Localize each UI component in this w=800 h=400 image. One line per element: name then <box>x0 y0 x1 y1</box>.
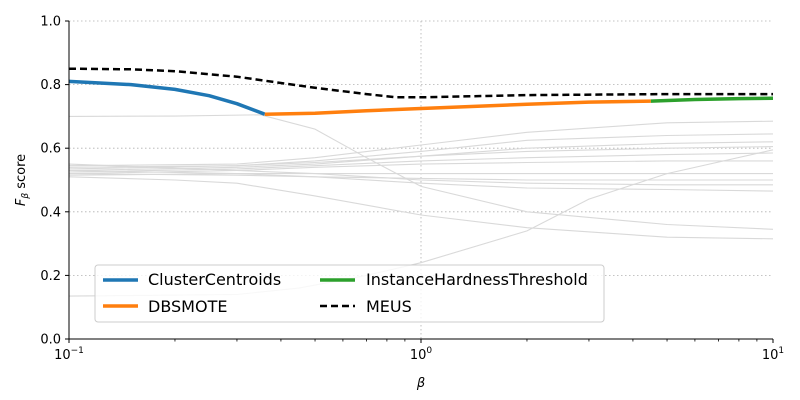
y-axis-label-main: F <box>14 198 29 206</box>
background-series-line-11 <box>68 146 774 168</box>
y-axis-label: Fβ score <box>14 154 31 206</box>
tick-labels: 0.0 0.2 0.4 0.6 0.8 1.0 10−1 100 101 <box>40 15 784 364</box>
background-series-line-5 <box>68 152 774 173</box>
background-series-line-2 <box>68 120 774 167</box>
background-series-line-9 <box>68 169 774 192</box>
y-tick-label: 0.8 <box>40 78 61 93</box>
background-series-group <box>68 114 774 297</box>
background-series-line-8 <box>68 163 773 186</box>
series-line-instancehardnessthreshold <box>650 96 774 103</box>
x-axis-label: β <box>416 376 425 391</box>
x-tick-label: 10−1 <box>54 346 84 363</box>
x-tick-label: 100 <box>410 346 433 363</box>
y-axis-label-suffix: score <box>14 154 29 193</box>
y-tick-label: 0.4 <box>40 205 61 220</box>
y-tick-label: 1.0 <box>40 15 61 30</box>
series-line-clustercentroids <box>68 79 266 116</box>
y-tick-label: 0.6 <box>40 142 61 157</box>
background-series-line-0 <box>68 114 774 230</box>
y-tick-label: 0.2 <box>40 269 61 284</box>
legend: ClusterCentroids DBSMOTE InstanceHardnes… <box>94 264 605 323</box>
background-series-line-10 <box>68 173 773 181</box>
main-series-group <box>68 67 774 116</box>
legend-label-clustercentroids: ClusterCentroids <box>148 270 281 289</box>
legend-box <box>94 264 605 323</box>
axes <box>65 20 774 343</box>
background-series-line-1 <box>68 176 774 240</box>
y-tick-label: 0.0 <box>40 333 61 348</box>
legend-label-meus: MEUS <box>366 297 412 316</box>
x-tick-label: 101 <box>762 346 784 363</box>
series-line-dbsmote <box>264 99 651 116</box>
y-axis-label-subscript: β <box>21 193 31 200</box>
legend-label-dbsmote: DBSMOTE <box>148 297 227 316</box>
legend-label-instancehardnessthreshold: InstanceHardnessThreshold <box>366 270 588 289</box>
